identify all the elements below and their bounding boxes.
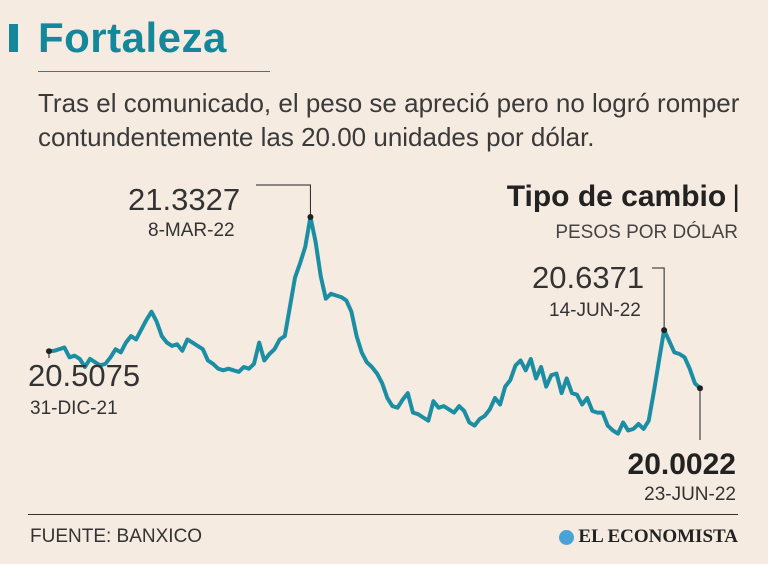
brand-logo: EL ECONOMISTA <box>559 526 738 548</box>
label-max-date: 8-MAR-22 <box>148 220 235 241</box>
series-line-exchange-rate <box>47 214 702 436</box>
title-underline <box>38 71 270 72</box>
legend-separator: | <box>732 180 740 213</box>
label-june-peak-date: 14-JUN-22 <box>549 300 641 321</box>
leader-max <box>256 184 311 217</box>
legend-title: Tipo de cambio | <box>507 180 740 214</box>
legend-title-text: Tipo de cambio <box>506 180 727 213</box>
label-start-date: 31-DIC-21 <box>30 398 118 419</box>
label-end-value: 20.0022 <box>628 448 736 481</box>
page-title: Fortaleza <box>38 14 227 61</box>
label-june-peak-value: 20.6371 <box>532 260 644 295</box>
legend-unit: PESOS POR DÓLAR <box>555 222 738 243</box>
leader-june-peak <box>652 267 665 331</box>
brand-globe-icon <box>559 529 575 545</box>
footer-divider <box>28 514 738 515</box>
label-end-date: 23-JUN-22 <box>644 484 736 505</box>
brand-name: EL ECONOMISTA <box>578 526 738 547</box>
label-start-value: 20.5075 <box>28 358 140 393</box>
label-max-value: 21.3327 <box>128 182 240 217</box>
chart-subtitle: Tras el comunicado, el peso se apreció p… <box>38 88 740 152</box>
title-accent-bar <box>9 24 18 52</box>
source-note: FUENTE: BANXICO <box>30 526 203 547</box>
